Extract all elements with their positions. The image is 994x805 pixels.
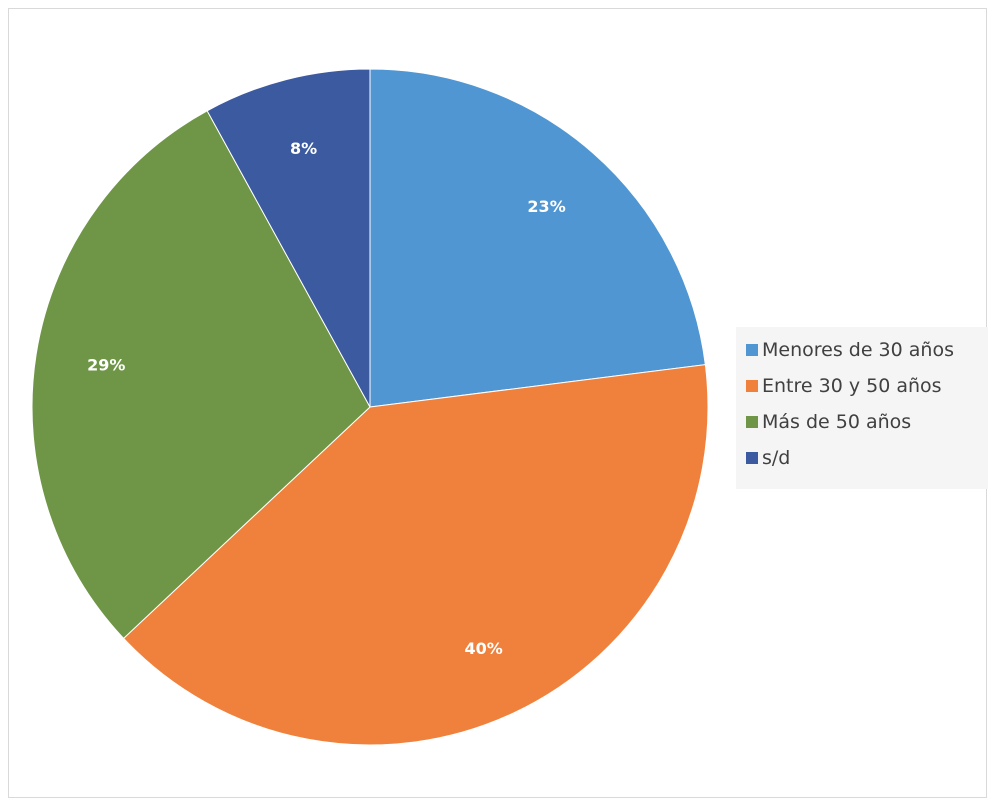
legend-item: Menores de 30 años bbox=[746, 332, 988, 368]
legend-label: Entre 30 y 50 años bbox=[762, 375, 942, 397]
slice-data-label: 23% bbox=[527, 197, 565, 216]
pie-slice bbox=[31, 110, 371, 640]
legend-item: Entre 30 y 50 años bbox=[746, 368, 988, 404]
slice-data-label: 29% bbox=[87, 356, 125, 375]
legend-swatch bbox=[746, 380, 758, 392]
pie-data-labels: 23% 40% 29% 8% bbox=[87, 139, 566, 658]
pie-slice bbox=[206, 68, 371, 408]
legend-item: Más de 50 años bbox=[746, 404, 988, 440]
pie-slice bbox=[369, 68, 706, 408]
slice-data-label: 8% bbox=[290, 139, 317, 158]
legend-label: Menores de 30 años bbox=[762, 339, 954, 361]
legend-swatch bbox=[746, 452, 758, 464]
slice-data-label: 40% bbox=[465, 639, 503, 658]
legend-label: Más de 50 años bbox=[762, 411, 912, 433]
legend: Menores de 30 años Entre 30 y 50 años Má… bbox=[736, 327, 988, 489]
legend-item: s/d bbox=[746, 440, 988, 476]
pie-slice bbox=[122, 364, 709, 746]
legend-swatch bbox=[746, 344, 758, 356]
pie-slices bbox=[31, 68, 709, 746]
legend-label: s/d bbox=[762, 447, 791, 469]
legend-swatch bbox=[746, 416, 758, 428]
